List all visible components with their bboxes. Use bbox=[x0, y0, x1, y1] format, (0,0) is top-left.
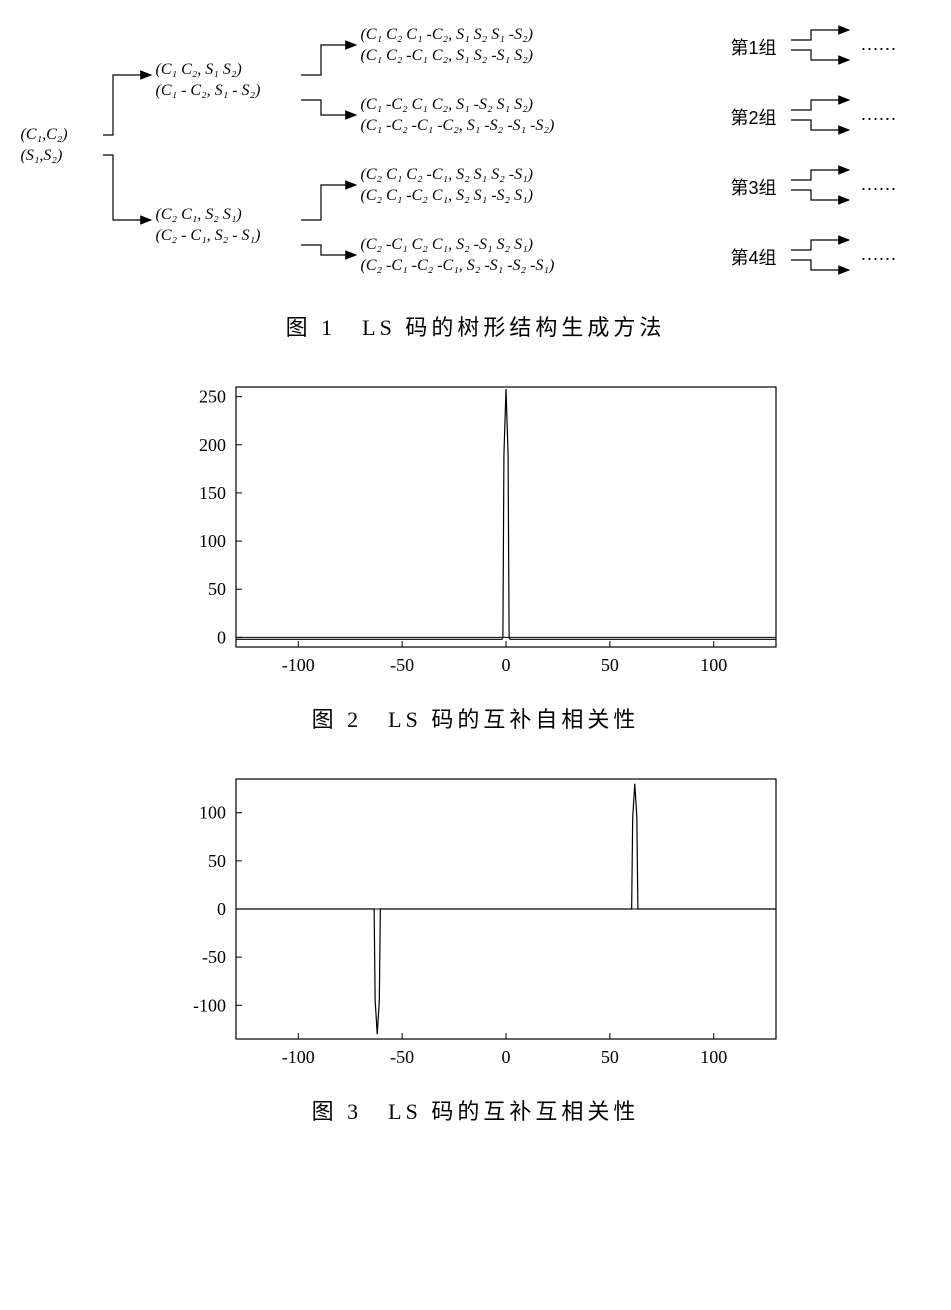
l2bot-line1: (C₂ C₁, S₂ S₁) bbox=[156, 205, 261, 226]
svg-text:-50: -50 bbox=[390, 655, 414, 675]
figure-1-caption: 图 1 LS 码的树形结构生成方法 bbox=[20, 310, 931, 342]
figure-3: -100 -50 0 50 100 -100 -50 0 50 100 图 3 LS 码的互补互相… bbox=[20, 764, 931, 1126]
l2bot-line2: (C₂ - C₁, S₂ - S₁) bbox=[156, 226, 261, 247]
svg-text:-100: -100 bbox=[193, 995, 226, 1015]
group-label-2: 第2组 bbox=[731, 104, 777, 130]
root-line2: (S₁,S₂) bbox=[21, 146, 68, 167]
ellipsis-4: …… bbox=[861, 244, 897, 265]
tree-leaf-4: (C₂ -C₁ C₂ C₁, S₂ -S₁ S₂ S₁) (C₂ -C₁ -C₂… bbox=[361, 235, 555, 277]
l2top-line1: (C₁ C₂, S₁ S₂) bbox=[156, 60, 261, 81]
l2top-line2: (C₁ - C₂, S₁ - S₂) bbox=[156, 81, 261, 102]
svg-text:0: 0 bbox=[217, 899, 226, 919]
group-label-3: 第3组 bbox=[731, 174, 777, 200]
svg-text:0: 0 bbox=[501, 655, 510, 675]
tree-l2-top: (C₁ C₂, S₁ S₂) (C₁ - C₂, S₁ - S₂) bbox=[156, 60, 261, 102]
tree-l2-bot: (C₂ C₁, S₂ S₁) (C₂ - C₁, S₂ - S₁) bbox=[156, 205, 261, 247]
tree-leaf-1: (C₁ C₂ C₁ -C₂, S₁ S₂ S₁ -S₂) (C₁ C₂ -C₁ … bbox=[361, 25, 534, 67]
leaf2-line1: (C₁ -C₂ C₁ C₂, S₁ -S₂ S₁ S₂) bbox=[361, 95, 555, 116]
leaf3-line1: (C₂ C₁ C₂ -C₁, S₂ S₁ S₂ -S₁) bbox=[361, 165, 534, 186]
ellipsis-1: …… bbox=[861, 34, 897, 55]
figure-3-caption: 图 3 LS 码的互补互相关性 bbox=[20, 1094, 931, 1126]
svg-text:100: 100 bbox=[199, 531, 226, 551]
svg-text:-100: -100 bbox=[281, 655, 314, 675]
svg-text:50: 50 bbox=[208, 851, 226, 871]
svg-text:0: 0 bbox=[501, 1047, 510, 1067]
leaf4-line2: (C₂ -C₁ -C₂ -C₁, S₂ -S₁ -S₂ -S₁) bbox=[361, 256, 555, 277]
chart-3-svg: -100 -50 0 50 100 -100 -50 0 50 100 bbox=[156, 764, 796, 1084]
leaf4-line1: (C₂ -C₁ C₂ C₁, S₂ -S₁ S₂ S₁) bbox=[361, 235, 555, 256]
svg-text:150: 150 bbox=[199, 483, 226, 503]
tree-diagram: (C₁,C₂) (S₁,S₂) (C₁ C₂, S₁ S₂) (C₁ - C₂,… bbox=[21, 20, 931, 300]
svg-text:50: 50 bbox=[208, 579, 226, 599]
leaf1-line2: (C₁ C₂ -C₁ C₂, S₁ S₂ -S₁ S₂) bbox=[361, 46, 534, 67]
leaf1-line1: (C₁ C₂ C₁ -C₂, S₁ S₂ S₁ -S₂) bbox=[361, 25, 534, 46]
tree-leaf-2: (C₁ -C₂ C₁ C₂, S₁ -S₂ S₁ S₂) (C₁ -C₂ -C₁… bbox=[361, 95, 555, 137]
svg-text:100: 100 bbox=[700, 655, 727, 675]
ellipsis-3: …… bbox=[861, 174, 897, 195]
figure-2-caption: 图 2 LS 码的互补自相关性 bbox=[20, 702, 931, 734]
leaf3-line2: (C₂ C₁ -C₂ C₁, S₂ S₁ -S₂ S₁) bbox=[361, 186, 534, 207]
svg-text:-100: -100 bbox=[281, 1047, 314, 1067]
svg-text:250: 250 bbox=[199, 387, 226, 407]
svg-text:50: 50 bbox=[600, 655, 618, 675]
chart-2-svg: 0 50 100 150 200 250 -100 -50 0 50 100 bbox=[156, 372, 796, 692]
group-label-4: 第4组 bbox=[731, 244, 777, 270]
svg-text:200: 200 bbox=[199, 435, 226, 455]
group-label-1: 第1组 bbox=[731, 34, 777, 60]
figure-1: (C₁,C₂) (S₁,S₂) (C₁ C₂, S₁ S₂) (C₁ - C₂,… bbox=[20, 20, 931, 342]
svg-text:50: 50 bbox=[600, 1047, 618, 1067]
svg-text:100: 100 bbox=[199, 803, 226, 823]
svg-text:0: 0 bbox=[217, 627, 226, 647]
svg-text:-50: -50 bbox=[390, 1047, 414, 1067]
svg-text:100: 100 bbox=[700, 1047, 727, 1067]
tree-root: (C₁,C₂) (S₁,S₂) bbox=[21, 125, 68, 167]
ellipsis-2: …… bbox=[861, 104, 897, 125]
svg-text:-50: -50 bbox=[202, 947, 226, 967]
root-line1: (C₁,C₂) bbox=[21, 125, 68, 146]
tree-leaf-3: (C₂ C₁ C₂ -C₁, S₂ S₁ S₂ -S₁) (C₂ C₁ -C₂ … bbox=[361, 165, 534, 207]
leaf2-line2: (C₁ -C₂ -C₁ -C₂, S₁ -S₂ -S₁ -S₂) bbox=[361, 116, 555, 137]
figure-2: 0 50 100 150 200 250 -100 -50 0 50 100 图 2 LS 码的互补… bbox=[20, 372, 931, 734]
